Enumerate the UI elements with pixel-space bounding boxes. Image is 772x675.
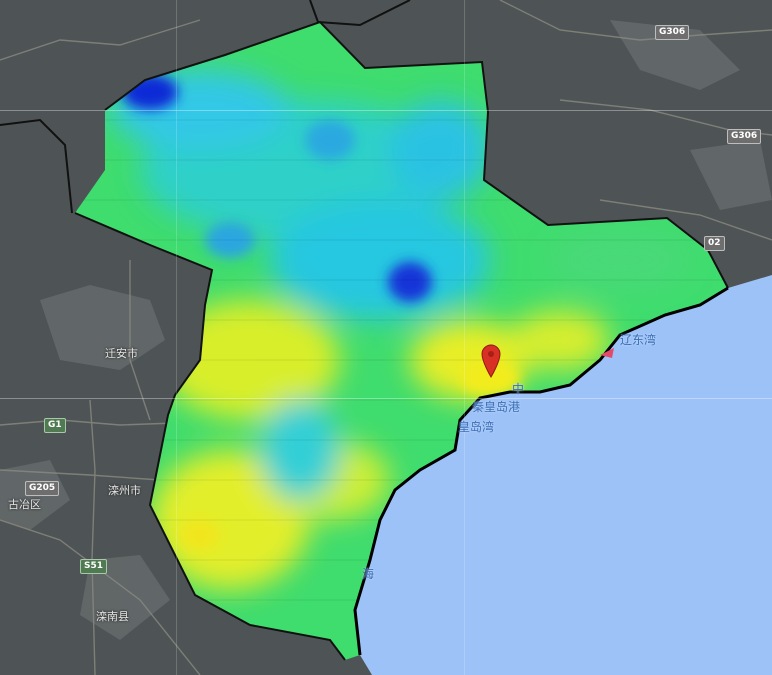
sea-label-qinhuangdao-bay: 皇岛湾 — [458, 420, 495, 434]
road-shield-g205: G205 — [25, 481, 60, 496]
road-shield-g102: 02 — [704, 236, 725, 251]
map-pin-icon[interactable] — [481, 344, 501, 378]
road-shield-g1: G1 — [44, 418, 66, 433]
sea-label-zhong: 中 — [512, 382, 525, 396]
coastline — [353, 286, 729, 656]
urban-areas — [0, 20, 772, 640]
admin-boundaries — [0, 0, 729, 661]
road-shield-g306-right: G306 — [727, 129, 762, 144]
place-label-guye: 古冶区 — [8, 498, 41, 511]
tile-gridline — [464, 0, 465, 675]
place-label-luannan: 滦南县 — [96, 610, 129, 623]
road-shield-g306-top: G306 — [655, 25, 690, 40]
place-label-luanzhou: 滦州市 — [108, 484, 141, 497]
sea-label-qinhuangdao-port: 秦皇岛港 — [472, 400, 521, 414]
tile-gridline — [0, 110, 772, 111]
tile-gridline — [176, 0, 177, 675]
road-shield-s51: S51 — [80, 559, 108, 574]
place-label-qian-an: 迁安市 — [105, 347, 138, 360]
sea-area — [355, 275, 772, 675]
sea-label-liaodong-bay: 辽东湾 — [620, 333, 657, 347]
coastal-highlight — [600, 348, 614, 358]
tile-gridline — [0, 398, 772, 399]
sea-label-hai: 海 — [362, 567, 375, 581]
